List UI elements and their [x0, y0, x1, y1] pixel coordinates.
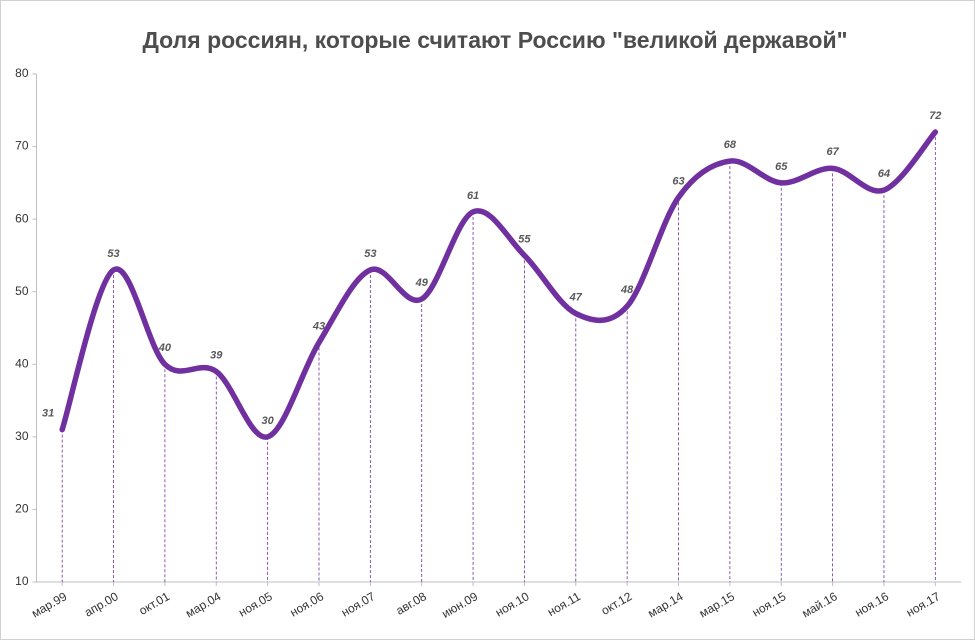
- data-label: 49: [415, 277, 429, 289]
- data-label: 43: [312, 320, 325, 332]
- data-label: 48: [620, 284, 634, 296]
- data-label: 72: [929, 110, 941, 122]
- data-label: 65: [775, 161, 788, 173]
- data-label: 39: [210, 349, 223, 361]
- y-tick-label: 50: [15, 284, 29, 298]
- data-label: 53: [107, 248, 119, 260]
- data-line: [59, 129, 939, 440]
- data-label: 40: [158, 342, 172, 354]
- chart-title: Доля россиян, которые считают Россию "ве…: [143, 27, 848, 53]
- data-label: 55: [518, 233, 531, 245]
- y-tick-label: 40: [15, 356, 29, 370]
- y-tick-label: 20: [15, 502, 29, 516]
- y-tick-label: 70: [15, 139, 29, 153]
- data-label: 68: [724, 139, 737, 151]
- y-tick-label: 80: [15, 66, 29, 80]
- data-label: 31: [42, 408, 54, 420]
- y-tick-label: 30: [15, 429, 29, 443]
- data-label: 67: [826, 146, 839, 158]
- data-label: 30: [262, 415, 275, 427]
- data-label: 47: [569, 291, 583, 303]
- data-label: 63: [672, 175, 684, 187]
- y-tick-label: 60: [15, 211, 29, 225]
- data-label: 61: [467, 190, 479, 202]
- data-label: 64: [878, 168, 890, 180]
- y-tick-label: 10: [15, 574, 29, 588]
- data-label: 53: [364, 248, 376, 260]
